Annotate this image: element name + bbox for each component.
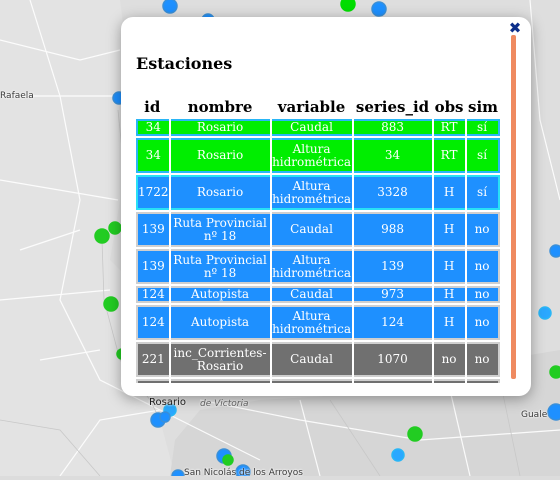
cell-variable: Caudal: [271, 119, 352, 136]
cell-series-id: 124: [353, 305, 432, 340]
column-header-variable[interactable]: variable: [277, 98, 346, 116]
cell-nombre: inc_Corrientes-Rosario: [170, 379, 270, 383]
cell-obs: RT: [433, 138, 465, 173]
cell-id: 34: [136, 119, 169, 136]
cell-nombre: inc_Corrientes-Rosario: [170, 342, 270, 377]
column-header-id[interactable]: id: [144, 98, 161, 116]
cell-nombre: Ruta Provincial nº 18: [170, 212, 270, 247]
cell-variable: Caudal: [271, 342, 352, 377]
cell-variable: Altura hidrométrica: [271, 138, 352, 173]
cell-obs: RT: [433, 119, 465, 136]
column-header-sim[interactable]: sim: [468, 98, 499, 116]
cell-variable: Caudal: [271, 286, 352, 303]
cell-id: 221: [136, 342, 169, 377]
map-label-san-nicolas: San Nicolás de los Arroyos: [184, 468, 303, 478]
cell-series-id: 1070: [353, 342, 432, 377]
cell-id: 139: [136, 249, 169, 284]
popup-scrollbar[interactable]: [511, 35, 516, 379]
cell-nombre: Rosario: [170, 138, 270, 173]
cell-variable: Altura hidrométrica: [271, 249, 352, 284]
cell-sim: no: [466, 305, 500, 340]
cell-nombre: Autopista: [170, 305, 270, 340]
cell-sim: no: [466, 212, 500, 247]
cell-series-id: 883: [353, 119, 432, 136]
cell-series-id: 973: [353, 286, 432, 303]
cell-variable: Altura hidrométrica: [271, 305, 352, 340]
column-header-series-id[interactable]: series_id: [355, 98, 430, 116]
cell-id: 34: [136, 138, 169, 173]
cell-obs: H: [433, 305, 465, 340]
cell-obs: H: [433, 286, 465, 303]
map-label-victoria: de Victoria: [200, 399, 249, 409]
cell-nombre: Autopista: [170, 286, 270, 303]
cell-sim: no: [466, 379, 500, 383]
cell-id: 221: [136, 379, 169, 383]
cell-nombre: Rosario: [170, 119, 270, 136]
column-header-obs[interactable]: obs: [434, 98, 464, 116]
cell-id: 124: [136, 286, 169, 303]
cell-nombre: Rosario: [170, 175, 270, 210]
table-header-row: id nombre variable series_id obs sim: [136, 97, 500, 117]
cell-series-id: 3328: [353, 175, 432, 210]
cell-series-id: 988: [353, 212, 432, 247]
cell-obs: no: [433, 379, 465, 383]
cell-nombre: Ruta Provincial nº 18: [170, 249, 270, 284]
stations-table-scroll[interactable]: id nombre variable series_id obs sim 34 R…: [135, 95, 503, 383]
cell-series-id: 221: [353, 379, 432, 383]
table-row[interactable]: 34 Rosario Caudal 883 RT sí: [136, 119, 500, 136]
table-row[interactable]: 139 Ruta Provincial nº 18 Altura hidrométr…: [136, 249, 500, 284]
map-label-rosario: Rosario: [149, 397, 186, 408]
cell-variable: Altura hidrométrica: [271, 175, 352, 210]
table-row[interactable]: 221 inc_Corrientes-Rosario Caudal 1070 no no: [136, 342, 500, 377]
cell-obs: H: [433, 249, 465, 284]
cell-sim: no: [466, 342, 500, 377]
popup-title: Estaciones: [136, 54, 233, 73]
cell-id: 124: [136, 305, 169, 340]
table-row[interactable]: 34 Rosario Altura hidrométrica 34 RT sí: [136, 138, 500, 173]
cell-obs: no: [433, 342, 465, 377]
cell-sim: sí: [466, 175, 500, 210]
cell-variable: Caudal: [271, 212, 352, 247]
stations-popup: ✖ Estaciones id nombre variable series_i…: [121, 17, 531, 396]
stations-table: id nombre variable series_id obs sim 34 R…: [135, 95, 502, 383]
cell-id: 1722: [136, 175, 169, 210]
cell-series-id: 34: [353, 138, 432, 173]
close-icon[interactable]: ✖: [508, 19, 522, 37]
cell-obs: H: [433, 175, 465, 210]
cell-sim: no: [466, 249, 500, 284]
cell-sim: sí: [466, 119, 500, 136]
cell-series-id: 139: [353, 249, 432, 284]
cell-sim: sí: [466, 138, 500, 173]
cell-id: 139: [136, 212, 169, 247]
column-header-nombre[interactable]: nombre: [187, 98, 253, 116]
map-label-gualeguay: Guale: [521, 410, 548, 420]
cell-variable: Altura hidrométrica: [271, 379, 352, 383]
map-label-rafaela: Rafaela: [0, 91, 34, 101]
cell-sim: no: [466, 286, 500, 303]
cell-obs: H: [433, 212, 465, 247]
